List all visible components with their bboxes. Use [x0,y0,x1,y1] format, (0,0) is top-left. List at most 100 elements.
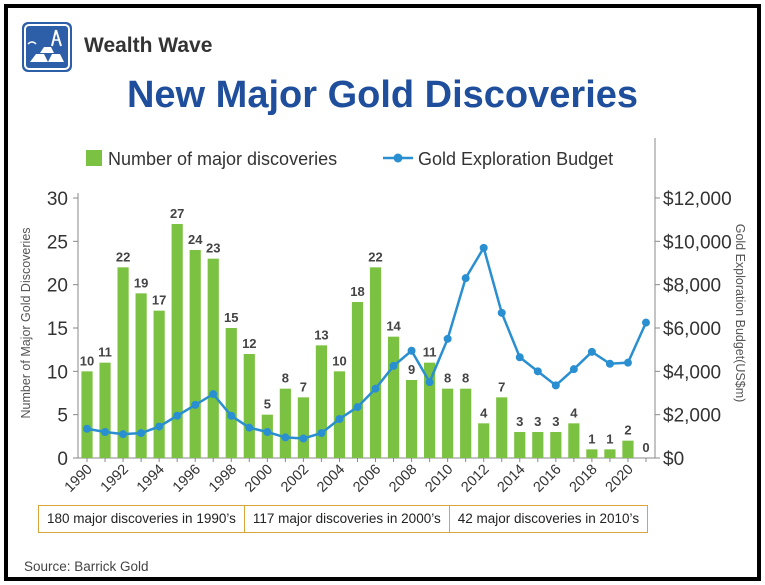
bar-value-label: 12 [242,336,256,351]
x-tick-label: 2014 [494,462,528,496]
bar [387,336,400,458]
bar-value-label: 22 [116,249,130,264]
bar [243,354,255,458]
bar-value-label: 19 [134,275,148,290]
x-tick-label: 2008 [386,462,420,496]
bar [496,397,508,458]
budget-point [137,429,146,438]
chart-frame: Wealth Wave New Major Gold Discoveries 0… [4,4,761,581]
budget-point [371,384,380,393]
legend-swatch-point [393,153,403,163]
x-tick-label: 1992 [98,462,132,496]
bar [351,302,364,458]
budget-point [281,433,290,442]
bar [297,397,309,458]
budget-point [155,422,164,431]
bar [424,362,436,458]
brand-name: Wealth Wave [84,34,213,57]
y-tick-label: 5 [57,406,68,427]
x-tick-label: 2010 [422,462,456,496]
bar-value-label: 11 [98,345,112,360]
bar [189,250,201,458]
budget-point [389,361,398,370]
bar [207,258,219,458]
budget-point [101,428,110,436]
y2-tick-label: $2,000 [663,406,721,427]
y2-tick-label: $8,000 [663,276,721,297]
bar [604,449,616,458]
budget-point [299,434,308,443]
budget-point [587,347,596,356]
bar-value-label: 18 [350,284,364,299]
bar-value-label: 22 [368,249,382,264]
decade-summary-bar: 180 major discoveries in 1990’s 117 majo… [38,505,649,533]
x-tick-label: 1994 [134,462,168,496]
y-tick-label: 20 [47,276,68,297]
source-note: Source: Barrick Gold [24,559,149,574]
budget-point [119,430,128,439]
budget-point [191,400,200,409]
budget-line [86,244,648,440]
bar-value-label: 7 [498,379,505,394]
budget-point [551,381,560,390]
x-tick-label: 2020 [603,462,637,496]
budget-point [407,346,416,355]
bar-value-label: 14 [386,319,401,334]
bar [532,432,544,458]
budget-point [245,423,254,432]
y-axis-title: Number of Major Gold Discoveries [19,227,33,418]
budget-point [443,334,452,343]
bar-value-label: 13 [314,327,328,342]
bar-value-label: 1 [588,431,595,446]
x-tick-label: 2002 [278,462,312,496]
bar [279,388,291,458]
bar-value-label: 27 [170,206,184,221]
bar [514,432,526,458]
bar [171,224,183,458]
budget-point [173,411,182,420]
bar [153,310,165,458]
x-tick-label: 2006 [350,462,384,496]
bar [478,423,490,458]
bar-value-label: 2 [624,423,631,438]
chart-title: New Major Gold Discoveries [126,74,639,116]
bar [261,414,273,458]
bar-value-label: 11 [423,345,437,360]
y-tick-label: 0 [57,449,68,470]
bar [550,432,562,458]
bar-value-label: 8 [462,371,469,386]
legend-label-line: Gold Exploration Budget [418,149,613,169]
bar-value-label: 4 [480,405,488,420]
bar-value-label: 1 [606,431,613,446]
bar [333,371,346,458]
bar-value-label: 4 [570,405,578,420]
bar [369,267,382,458]
bar-value-label: 8 [282,371,289,386]
budget-point [623,358,632,367]
budget-point [335,415,344,423]
bar-value-label: 10 [80,353,94,368]
budget-point [515,353,524,362]
x-tick-label: 2000 [242,462,276,496]
budget-point [569,365,578,374]
budget-point [605,359,614,368]
bar-value-label: 9 [408,362,415,377]
budget-point [263,428,272,436]
x-tick-label: 1996 [170,462,204,496]
x-tick-label: 2016 [531,462,565,496]
budget-point [317,429,326,438]
bar [405,380,418,458]
bar-value-label: 17 [152,293,166,308]
budget-point [209,390,218,399]
bar-value-label: 15 [224,310,238,325]
bar [81,371,93,458]
bar [315,345,328,458]
bar-value-label: 7 [300,379,307,394]
budget-point [461,274,470,283]
budget-point [83,424,92,433]
bar [135,293,147,458]
y-tick-label: 25 [47,232,68,253]
budget-point [425,378,434,387]
y2-axis-title: Gold Exploration Budget(US$m) [733,224,747,403]
bar-value-label: 3 [552,414,559,429]
